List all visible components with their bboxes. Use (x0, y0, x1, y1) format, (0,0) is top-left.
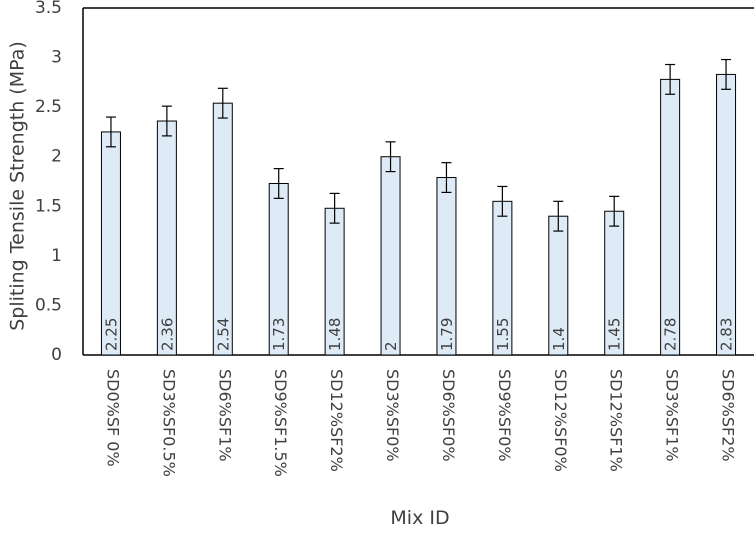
category-label: SD6%SF0% (439, 369, 458, 462)
y-tick-labels: 0 0.5 1 1.5 2 2.5 3 3.5 (35, 0, 62, 365)
data-label: 2 (382, 341, 400, 351)
error-bar (721, 58, 732, 90)
y-tick-label: 0.5 (35, 295, 62, 315)
category-label: SD9%SF0% (495, 369, 514, 462)
bar (380, 156, 401, 356)
error-bar (161, 105, 172, 137)
y-tick-label: 2 (51, 147, 62, 167)
y-tick-label: 2.5 (35, 97, 62, 117)
category-labels: SD0%SF 0% SD3%SF0.5% SD6%SF1% SD9%SF1.5% SD1… (103, 369, 737, 477)
error-bar (273, 168, 284, 199)
y-axis-title: Spliting Tensile Strength (MPa) (7, 41, 29, 331)
y-tick-label: 3.5 (35, 0, 62, 18)
y-tick-label: 0 (51, 345, 62, 365)
data-label: 1.48 (326, 318, 344, 351)
data-label: 1.45 (606, 318, 624, 351)
error-bar (665, 63, 676, 95)
category-label: SD12%SF1% (607, 369, 626, 472)
category-label: SD9%SF1.5% (271, 369, 290, 477)
category-label: SD12%SF0% (551, 369, 570, 472)
y-tick-label: 1.5 (35, 196, 62, 216)
error-bar (385, 141, 396, 173)
error-bar (217, 87, 228, 119)
x-axis-title: Mix ID (390, 507, 449, 529)
data-label: 2.36 (158, 318, 176, 351)
error-bar (105, 116, 116, 148)
data-label: 2.25 (102, 318, 120, 351)
y-tick-label: 3 (51, 48, 62, 68)
data-label: 2.83 (718, 318, 736, 351)
bar (660, 78, 681, 356)
error-bar (441, 162, 452, 194)
data-label: 2.54 (214, 318, 232, 351)
bar (716, 73, 737, 356)
data-label: 1.73 (270, 318, 288, 351)
error-bar (553, 200, 564, 232)
category-label: SD12%SF2% (327, 369, 346, 472)
category-label: SD0%SF 0% (103, 369, 122, 467)
data-label: 1.55 (494, 318, 512, 351)
category-label: SD6%SF2% (719, 369, 738, 462)
bar (212, 102, 233, 356)
category-label: SD3%SF0.5% (159, 369, 178, 477)
category-label: SD3%SF1% (663, 369, 682, 462)
error-bars (105, 58, 732, 232)
data-label: 1.79 (438, 318, 456, 351)
error-bar (329, 192, 340, 224)
bars (100, 73, 737, 356)
data-label: 1.4 (550, 327, 568, 351)
y-tick-label: 1 (51, 246, 62, 266)
error-bar (497, 185, 508, 217)
plot-frame (82, 7, 754, 356)
data-labels: 2.25 2.36 2.54 1.73 1.48 2 1.79 1.55 1.4 1.45 2.78… (102, 318, 735, 351)
category-label: SD3%SF0% (383, 369, 402, 462)
category-label: SD6%SF1% (215, 369, 234, 462)
error-bar (609, 195, 620, 227)
data-label: 2.78 (662, 318, 680, 351)
